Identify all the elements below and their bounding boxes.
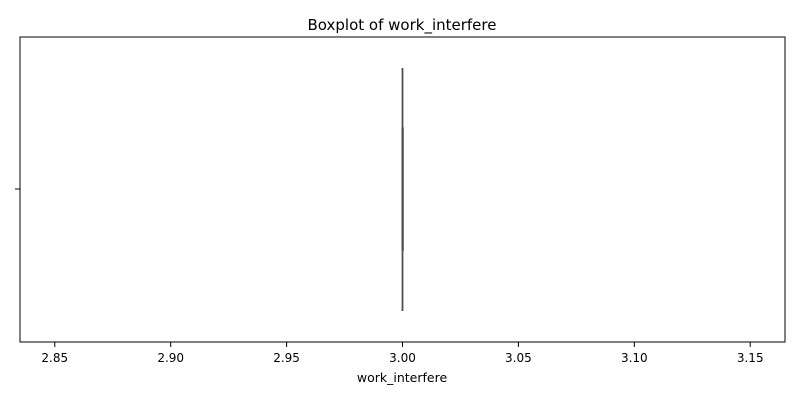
x-axis-ticks: 2.85 2.90 2.95 3.00 3.05 3.10 3.15 bbox=[41, 342, 764, 365]
x-tick-label: 2.95 bbox=[273, 351, 300, 365]
x-tick-label: 2.90 bbox=[157, 351, 184, 365]
x-tick-label: 2.85 bbox=[41, 351, 68, 365]
x-tick-label: 3.05 bbox=[505, 351, 532, 365]
x-tick-label: 3.15 bbox=[737, 351, 764, 365]
x-axis-label: work_interfere bbox=[357, 370, 448, 385]
chart-title: Boxplot of work_interfere bbox=[308, 16, 497, 35]
box-series bbox=[401, 68, 404, 311]
x-tick-label: 3.10 bbox=[621, 351, 648, 365]
x-tick-label: 3.00 bbox=[389, 351, 416, 365]
